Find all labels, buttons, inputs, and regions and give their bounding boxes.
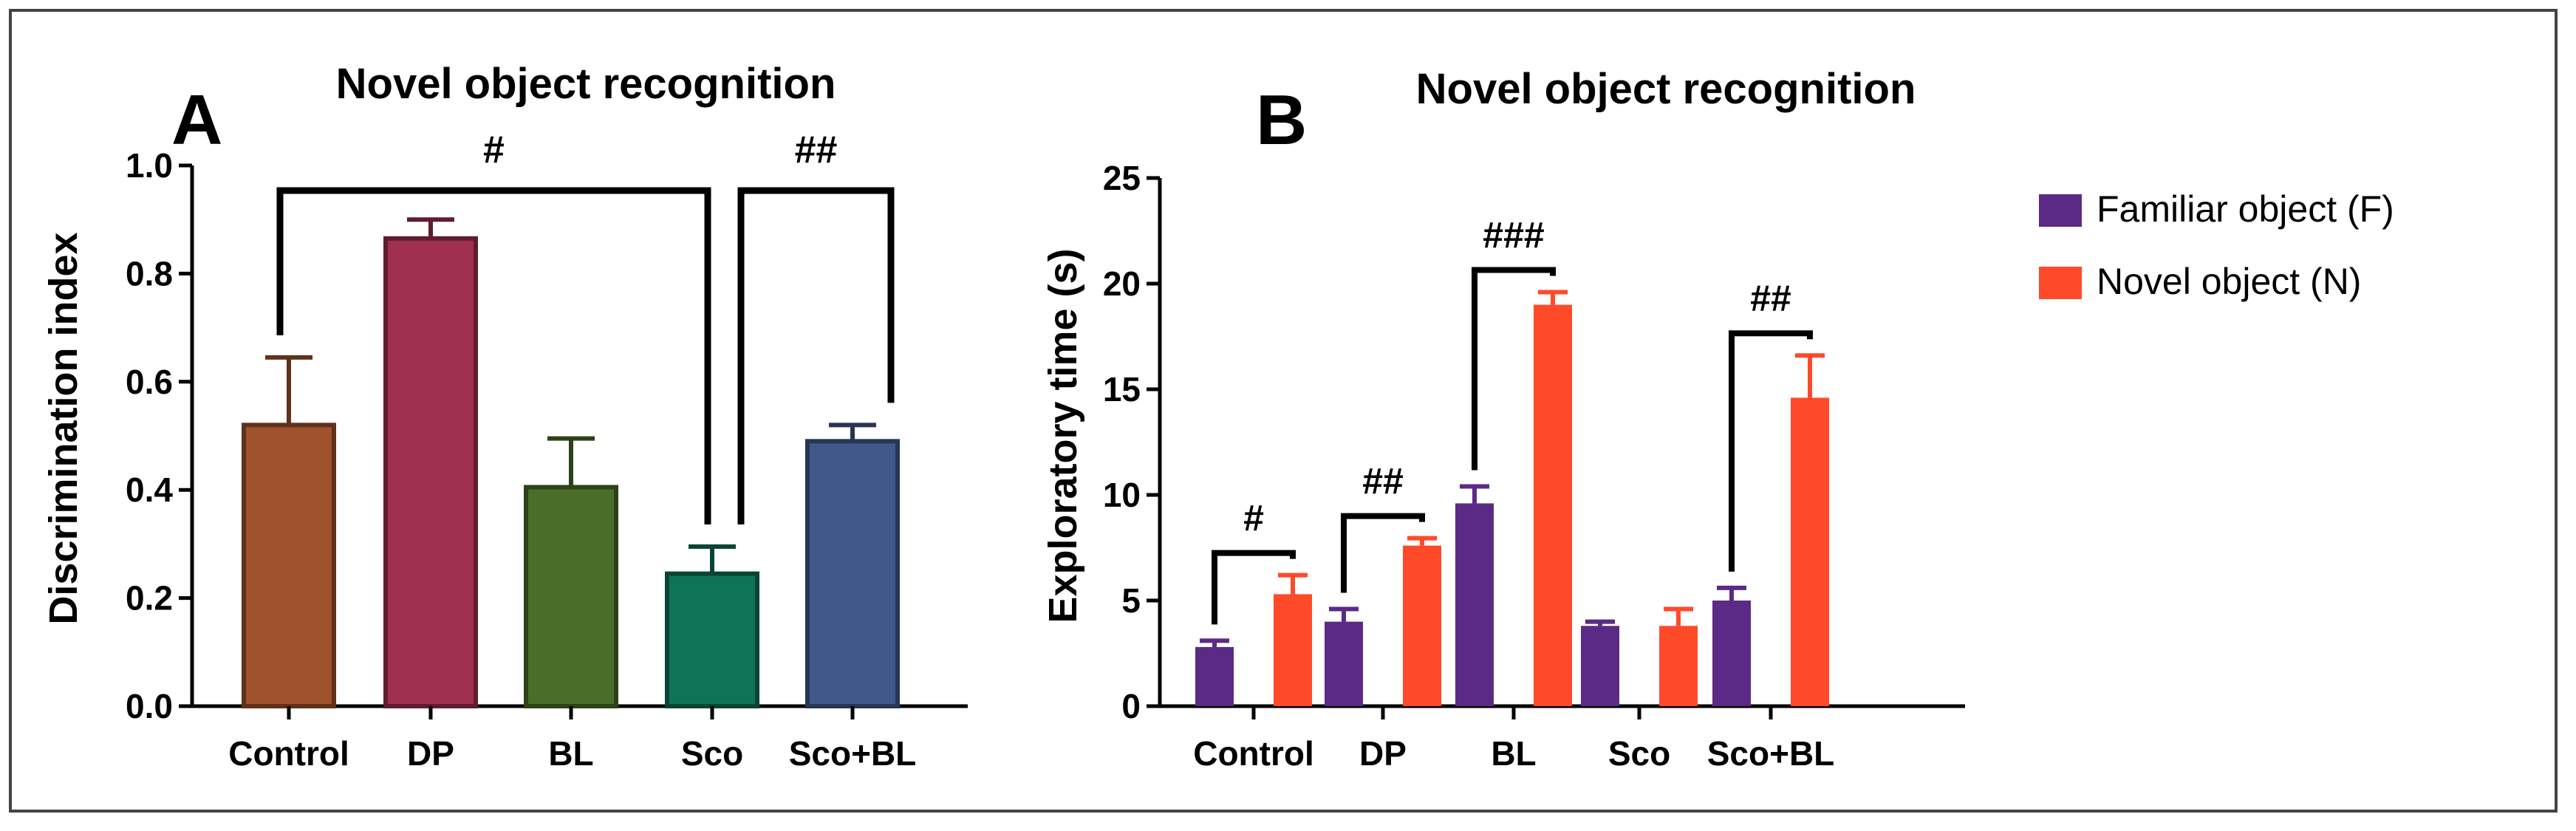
panel-b-significance-bracket-dp (1341, 513, 1425, 593)
panel-b-significance-label-sco-bl: ## (1750, 278, 1791, 319)
panel-b-significance-label-dp: ## (1362, 461, 1404, 502)
panel-a-significance-label-0: # (483, 129, 505, 171)
legend-swatch-novel (2039, 267, 2082, 299)
panel-a-bar-sco-bl (805, 439, 900, 708)
panel-b-xtick-label-control: Control (1193, 734, 1314, 773)
panel-b-bar-sco-novel-object-n (1659, 626, 1698, 706)
panel-a-bar-sco (665, 571, 759, 708)
panel-a-bar-dp (383, 236, 478, 708)
panel-b-bar-sco-bl-familiar-object-f (1712, 601, 1751, 706)
panel-b-title: Novel object recognition (1416, 65, 1916, 113)
panel-b-bar-dp-familiar-object-f (1325, 621, 1363, 706)
panel-b-bar-control-familiar-object-f (1195, 646, 1234, 706)
panel-b-bar-dp-novel-object-n (1403, 545, 1441, 706)
figure-frame (9, 9, 2558, 813)
panel-b-xtick-label-dp: DP (1359, 734, 1407, 773)
panel-a-xtick-label-sco: Sco (681, 734, 743, 773)
panel-b-ytick-label-1: 5 (1121, 581, 1141, 620)
legend-swatch-familiar (2039, 194, 2082, 227)
panel-a-ytick-label-0: 0.0 (126, 687, 173, 725)
panel-a-bar-control (242, 423, 336, 708)
panel-a-significance-bracket-1 (737, 187, 895, 525)
panel-a-ytick-label-3: 0.6 (126, 363, 173, 401)
legend-label-familiar: Familiar object (F) (2097, 188, 2394, 230)
panel-b-ytick-label-2: 10 (1103, 476, 1141, 514)
panel-a-ylabel: Discrimination index (41, 232, 86, 624)
panel-b-significance-bracket-bl (1472, 267, 1556, 471)
panel-b-ylabel: Exploratory time (s) (1041, 248, 1085, 623)
panel-b-bar-bl-novel-object-n (1534, 304, 1572, 707)
panel-a-significance-label-1: ## (795, 129, 838, 171)
panel-a-ytick-label-2: 0.4 (126, 471, 173, 509)
panel-a-xtick-label-sco-bl: Sco+BL (789, 734, 917, 773)
panel-b-significance-bracket-sco-bl (1729, 330, 1813, 572)
panel-a-bar-bl (524, 485, 618, 708)
panel-b-ytick-label-3: 15 (1103, 370, 1141, 408)
panel-a-significance-bracket-0 (276, 187, 711, 525)
panel-b-xtick-label-sco-bl: Sco+BL (1707, 734, 1835, 773)
panel-b-xtick-label-bl: BL (1491, 734, 1536, 773)
panel-b-letter: B (1256, 81, 1307, 160)
panel-b-ytick-label-4: 20 (1103, 264, 1141, 303)
legend-label-novel: Novel object (N) (2097, 261, 2361, 302)
panel-b-xtick-label-sco: Sco (1608, 734, 1670, 773)
panel-a-ytick-label-4: 0.8 (126, 254, 173, 293)
panel-b-bar-sco-familiar-object-f (1581, 626, 1619, 706)
panel-a-ytick-label-5: 1.0 (126, 146, 173, 185)
panel-b-bar-sco-bl-novel-object-n (1791, 397, 1829, 706)
panel-b-ytick-label-5: 25 (1103, 159, 1141, 197)
panel-a-letter: A (171, 81, 222, 160)
panel-a-xtick-label-bl: BL (548, 734, 593, 773)
legend: Familiar object (F) Novel object (N) (2039, 188, 2394, 302)
panel-b-significance-bracket-control (1212, 550, 1296, 625)
panel-a-title: Novel object recognition (336, 60, 836, 108)
panel-a-xtick-label-control: Control (228, 734, 349, 773)
panel-a-ytick-label-1: 0.2 (126, 579, 173, 618)
panel-b-significance-label-control: # (1243, 498, 1264, 539)
panel-b-ytick-label-0: 0 (1121, 687, 1141, 725)
panel-b-bar-control-novel-object-n (1274, 594, 1312, 706)
panel-b-significance-label-bl: ### (1483, 214, 1544, 256)
panel-b-bar-bl-familiar-object-f (1455, 503, 1494, 706)
panel-a-xtick-label-dp: DP (407, 734, 454, 773)
